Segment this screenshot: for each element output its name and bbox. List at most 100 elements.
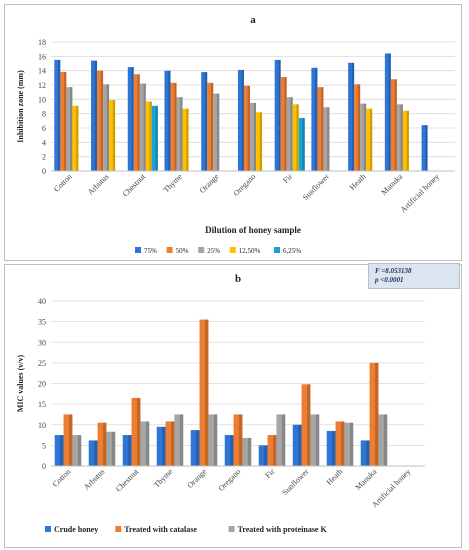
bar-shade [168, 70, 171, 171]
bar-shade [281, 414, 286, 466]
bar-shade [76, 105, 79, 171]
x-category-label: Sunflower [280, 467, 310, 497]
y-tick-label: 4 [42, 138, 46, 147]
bar [378, 414, 388, 466]
stat-annotation-f: F =8.053138 [375, 267, 412, 275]
bar [310, 414, 320, 466]
bar [106, 431, 116, 466]
stat-annotation-box: F =8.053138 p <0.0001 [368, 263, 460, 289]
bar-shade [70, 87, 73, 171]
legend-swatch [115, 526, 122, 532]
bar-shade [369, 108, 373, 171]
bar [276, 414, 286, 466]
bar [103, 84, 110, 171]
bar-shade [94, 60, 98, 172]
chart-b-panel: b 0 5 10 15 20 25 30 35 40 MIC values (v/v) Cotton A… [4, 264, 462, 548]
legend-label: 50% [176, 247, 189, 255]
bar-shade [298, 424, 302, 466]
bar-shade [94, 440, 98, 466]
bar-shade [349, 422, 354, 466]
y-tick-label: 15 [38, 400, 46, 409]
bar-shade [180, 97, 183, 171]
bar-shade [406, 110, 409, 171]
bar-shade [103, 422, 107, 466]
bar [97, 422, 107, 466]
chart-a-panel: a 0 2 4 6 8 10 12 14 16 18 Inhibition zone (mm) Cott… [4, 4, 462, 261]
bar [390, 79, 397, 171]
y-tick-label: 6 [42, 124, 46, 133]
bar [323, 107, 330, 171]
bar [63, 414, 73, 466]
y-tick-label: 16 [38, 52, 46, 61]
bar [243, 85, 250, 171]
bar [298, 117, 305, 171]
bar-shade [64, 72, 67, 171]
bar [384, 53, 391, 171]
bar [127, 67, 134, 171]
y-tick-label: 30 [38, 338, 46, 347]
x-axis-label: Dilution of honey sample [205, 225, 301, 235]
bar-shade [247, 85, 250, 171]
bar [91, 60, 98, 172]
bar [348, 62, 355, 171]
bar-shade [315, 67, 318, 171]
bar-shade [383, 414, 388, 466]
bar [292, 104, 299, 171]
y-tick-label: 10 [38, 95, 46, 104]
bar [151, 105, 158, 171]
bar [139, 83, 146, 171]
bar-shade [155, 105, 158, 171]
bar [66, 87, 73, 171]
x-category-label: Cotton [51, 467, 73, 489]
legend-label: 6,25% [283, 247, 301, 255]
bar-shade [111, 431, 116, 466]
y-tick-label: 20 [38, 380, 46, 389]
y-tick-label: 12 [38, 81, 46, 90]
legend-swatch [135, 247, 141, 253]
bar-shade [341, 421, 345, 466]
x-category-label: Thyme [162, 172, 185, 195]
bar-shade [213, 414, 218, 466]
bar-shade [186, 108, 189, 171]
bar-shade [112, 100, 116, 171]
x-category-label: Chestnut [121, 172, 148, 199]
legend-label: 75% [144, 247, 157, 255]
bar-shade [196, 430, 200, 466]
legend-swatch [229, 247, 236, 253]
bar [242, 437, 252, 466]
bar-shade [327, 107, 330, 171]
bar-shade [162, 426, 166, 466]
bar [256, 112, 263, 171]
bar-shade [296, 104, 299, 171]
bar [249, 102, 257, 171]
bar-shade [332, 430, 336, 466]
bar-shade [375, 362, 379, 466]
legend-swatch [45, 526, 51, 532]
x-category-label: Fir [281, 172, 294, 185]
bar-shade [204, 72, 208, 171]
bar [344, 422, 354, 466]
bar [88, 440, 98, 466]
bar [366, 108, 373, 171]
bar-shade [315, 414, 320, 466]
bar [258, 445, 268, 466]
bar [354, 84, 361, 171]
bar [54, 59, 61, 171]
y-tick-label: 0 [42, 462, 46, 471]
chart-b-svg: b 0 5 10 15 20 25 30 35 40 MIC values (v/v) Cotton A… [16, 273, 425, 534]
legend-label: Treated with proteinase K [238, 525, 328, 534]
bar [360, 103, 367, 171]
bar [233, 414, 243, 466]
bar-shade [247, 437, 252, 466]
x-category-label: Arbutus [86, 172, 111, 197]
bar-shade [128, 435, 132, 466]
x-category-label: Cotton [52, 172, 74, 194]
legend-swatch [198, 247, 205, 253]
bar [109, 100, 116, 171]
bar [176, 97, 183, 171]
bar [72, 105, 79, 171]
bar-shade [149, 101, 152, 171]
x-category-label: Manuka [354, 467, 379, 492]
bar-shade [278, 59, 281, 171]
x-category-label: Oregano [232, 172, 258, 198]
